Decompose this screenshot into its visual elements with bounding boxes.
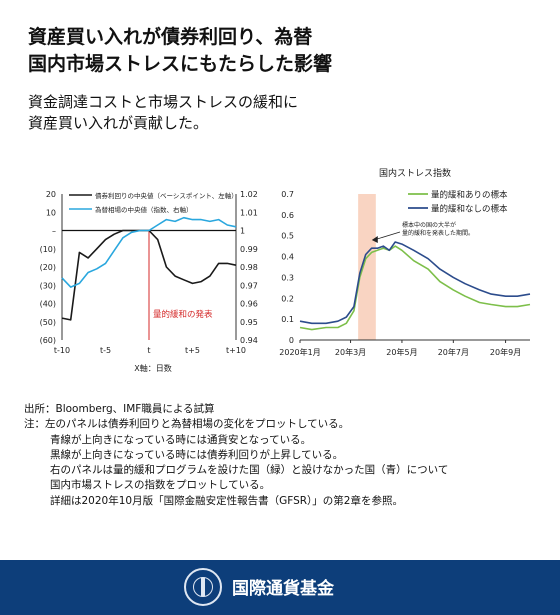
footer-bar: 国際通貨基金 bbox=[0, 560, 560, 615]
right-y-tick-label: 0.98 bbox=[240, 263, 258, 272]
x-tick-label: 20年7月 bbox=[438, 347, 469, 357]
page-subtitle: 資金調達コストと市場ストレスの緩和に 資産買い入れが貢献した。 bbox=[28, 92, 538, 134]
right-y-tick-label: 1 bbox=[240, 227, 245, 236]
title-line-1: 資産買い入れが債券利回り、為替 bbox=[28, 26, 313, 48]
annotation-arrow bbox=[373, 231, 401, 241]
org-name: 国際通貨基金 bbox=[232, 579, 334, 599]
legend-label: 量的緩和ありの標本 bbox=[431, 190, 508, 201]
right-y-tick-label: 1.01 bbox=[240, 208, 258, 217]
note-line: 黒線が上向きになっている時には債券利回りが上昇している。 bbox=[50, 448, 344, 461]
series-line bbox=[61, 216, 237, 288]
y-tick-label: 0.1 bbox=[281, 315, 294, 324]
x-axis-label: X軸：日数 bbox=[134, 363, 171, 373]
legend-label: 為替相場の中央値（指数、右軸） bbox=[95, 205, 193, 214]
subtitle-line-1: 資金調達コストと市場ストレスの緩和に bbox=[28, 93, 299, 111]
x-tick-label: t+10 bbox=[226, 346, 246, 355]
y-tick-label: 0 bbox=[289, 336, 294, 345]
left-y-tick-label: (10) bbox=[40, 245, 56, 254]
imf-seal-icon bbox=[184, 568, 222, 606]
right-y-tick-label: 1.02 bbox=[240, 190, 258, 199]
x-tick-label: 2020年1月 bbox=[279, 347, 320, 357]
y-tick-label: 0.5 bbox=[281, 232, 294, 241]
x-tick-label: t-5 bbox=[100, 346, 111, 355]
source-note: 出所：Bloomberg、IMF職員による試算 bbox=[24, 403, 215, 415]
annotation-arrowhead bbox=[371, 236, 378, 243]
y-tick-label: 0.2 bbox=[281, 294, 294, 303]
legend-label: 量的緩和なしの標本 bbox=[431, 204, 508, 215]
page-title: 資産買い入れが債券利回り、為替 国内市場ストレスにもたらした影響 bbox=[28, 24, 538, 78]
y-tick-label: 0.6 bbox=[281, 211, 294, 220]
left-y-tick-label: (60) bbox=[40, 336, 56, 345]
annotation-text: 量的緩和を発表した期間。 bbox=[402, 229, 474, 237]
subtitle-line-2: 資産買い入れが貢献した。 bbox=[28, 114, 209, 132]
x-tick-label: t bbox=[147, 346, 150, 355]
series-line bbox=[299, 245, 531, 331]
y-tick-label: 0.3 bbox=[281, 273, 294, 282]
title-line-2: 国内市場ストレスにもたらした影響 bbox=[28, 53, 333, 75]
left-y-tick-label: – bbox=[52, 227, 56, 236]
left-y-tick-label: (20) bbox=[40, 263, 56, 272]
x-tick-label: 20年9月 bbox=[490, 347, 521, 357]
event-label: 量的緩和の発表 bbox=[153, 309, 213, 320]
y-tick-label: 0.4 bbox=[281, 253, 294, 262]
stress-index-chart: 国内ストレス指数 0.7 0.6 0.5 0.4 0.3 0.2 0.1 0 2020年1月 20年… bbox=[279, 167, 531, 357]
left-y-tick-label: (50) bbox=[40, 318, 56, 327]
note-line: 注：左のパネルは債券利回りと為替相場の変化をプロットしている。 bbox=[24, 418, 350, 431]
notes: 出所：Bloomberg、IMF職員による試算 注：左のパネルは債券利回りと為替… bbox=[24, 402, 544, 509]
right-y-tick-label: 0.97 bbox=[240, 281, 258, 290]
x-tick-label: t+5 bbox=[185, 346, 200, 355]
right-y-tick-label: 0.96 bbox=[240, 300, 258, 309]
right-y-tick-label: 0.99 bbox=[240, 245, 258, 254]
legend-label: 債券利回りの中央値（ベーシスポイント、左軸） bbox=[95, 191, 238, 200]
x-tick-label: t-10 bbox=[54, 346, 70, 355]
left-y-tick-label: (30) bbox=[40, 281, 56, 290]
note-line: 詳細は2020年10月版「国際金融安定性報告書（GFSR）」の第2章を参照。 bbox=[50, 494, 403, 507]
series-line bbox=[299, 241, 531, 325]
right-y-tick-label: 0.95 bbox=[240, 318, 258, 327]
note-line: 右のパネルは量的緩和プログラムを設けた国（緑）と設けなかった国（青）について bbox=[50, 464, 449, 477]
x-tick-label: 20年3月 bbox=[335, 347, 366, 357]
chart-title: 国内ストレス指数 bbox=[379, 167, 451, 179]
qe-period-shade bbox=[358, 194, 376, 340]
right-y-tick-label: 0.94 bbox=[240, 336, 258, 345]
x-tick-label: 20年5月 bbox=[386, 347, 417, 357]
left-y-tick-label: 10 bbox=[46, 208, 56, 217]
note-line: 国内市場ストレスの指数をプロットしている。 bbox=[50, 479, 271, 492]
bond-fx-chart: 20 10 – (10) (20) (30) (40) (50) (60) 1.02 1.01 1 0.… bbox=[40, 190, 258, 373]
left-y-tick-label: 20 bbox=[46, 190, 56, 199]
note-line: 青線が上向きになっている時には通貨安となっている。 bbox=[50, 433, 312, 446]
annotation-text: 標本中の国の大半が bbox=[402, 221, 456, 229]
left-y-tick-label: (40) bbox=[40, 300, 56, 309]
y-tick-label: 0.7 bbox=[281, 190, 294, 199]
